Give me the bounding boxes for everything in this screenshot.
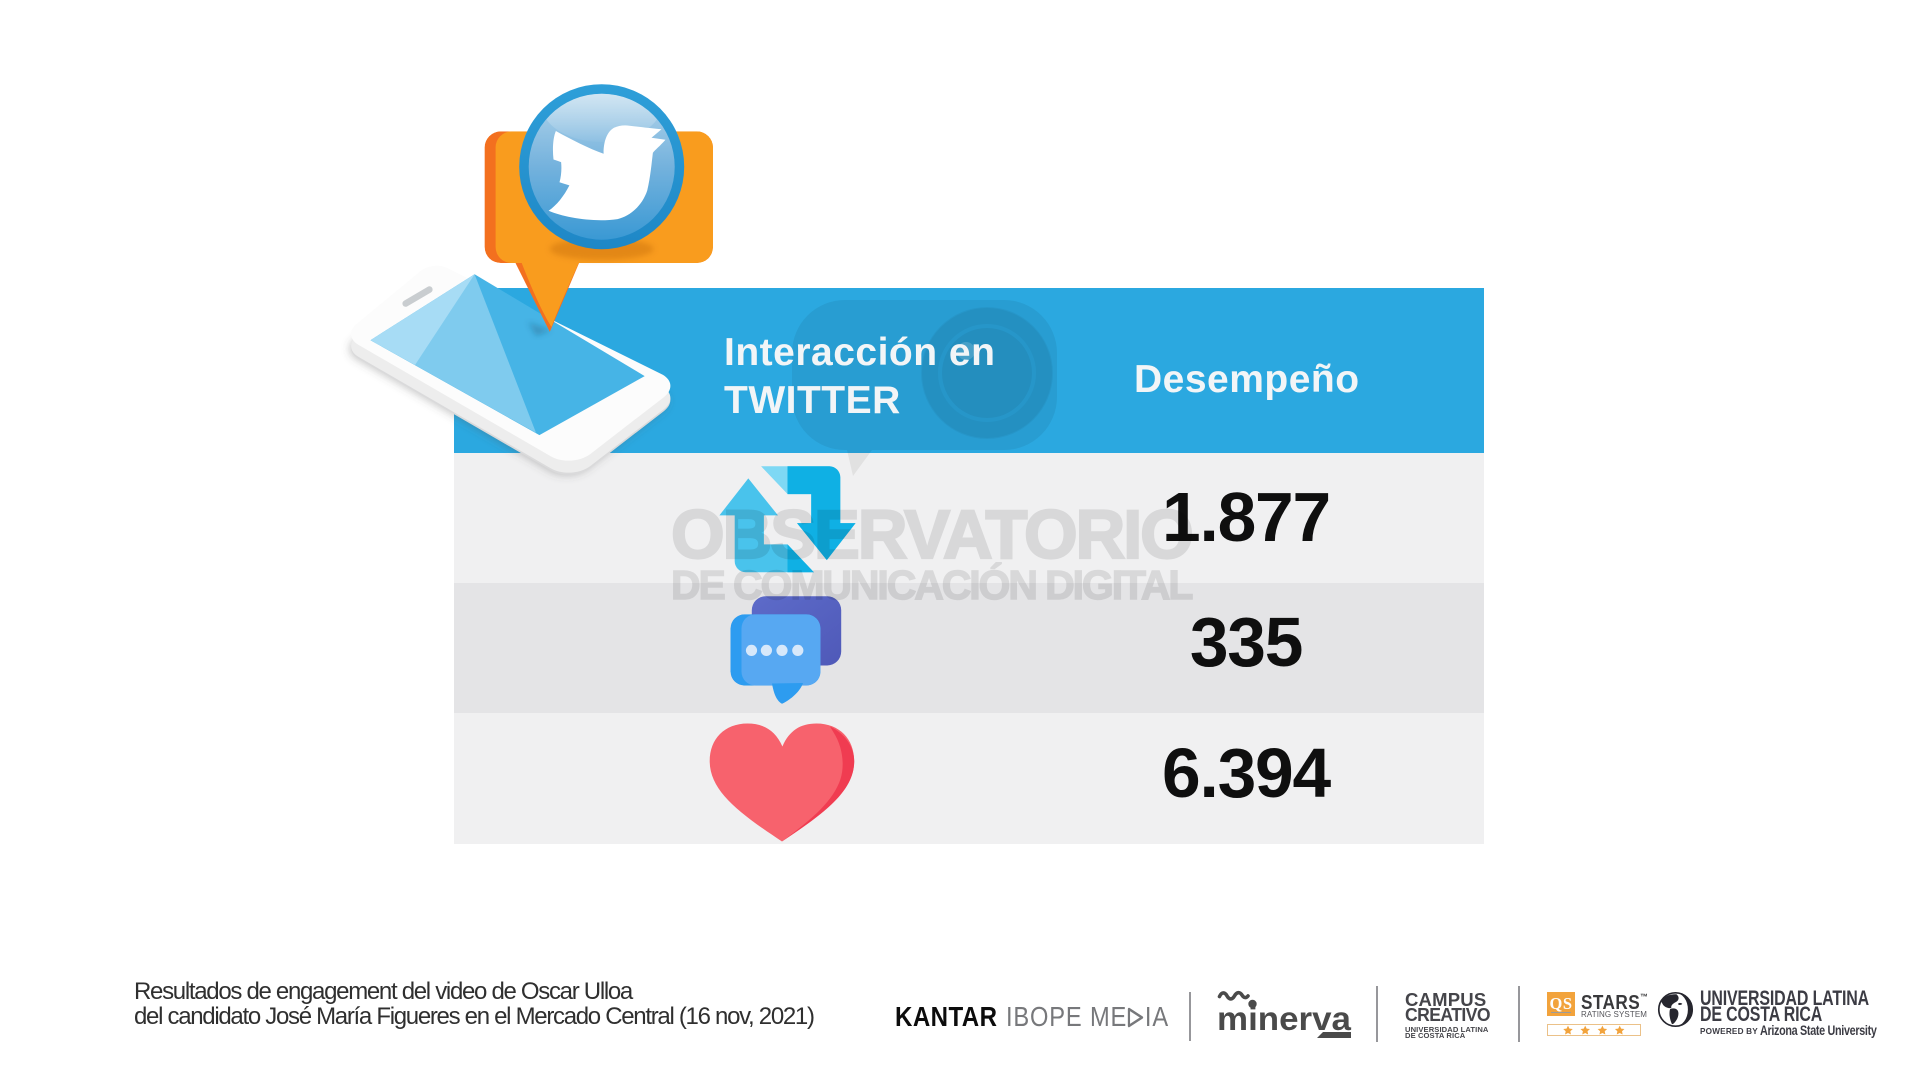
svg-text:minerva: minerva xyxy=(1217,1000,1352,1037)
